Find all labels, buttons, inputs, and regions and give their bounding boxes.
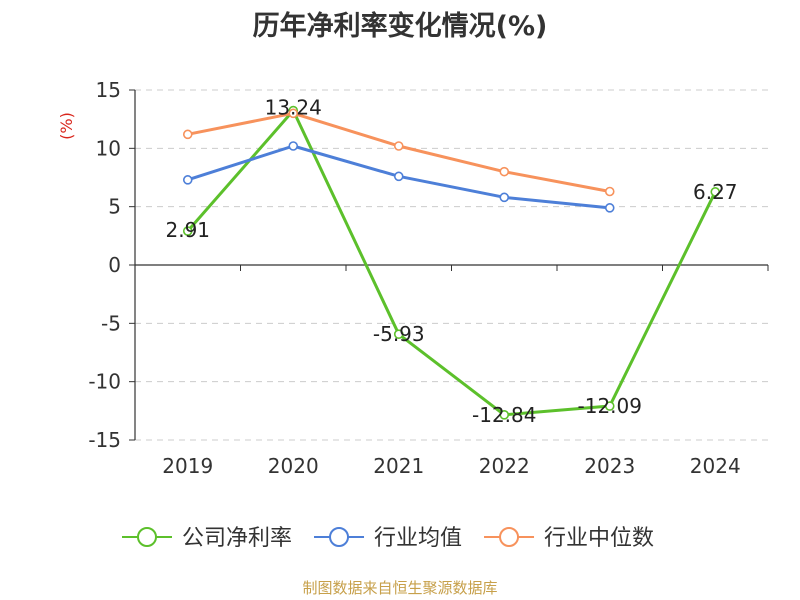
data-point (499, 192, 510, 203)
data-labels: 2.91 13.24 -5.93 -12.84 -12.09 6.27 (165, 96, 737, 427)
data-label: 13.24 (265, 96, 322, 120)
axes: -15 -10 -5 0 5 10 15 2019 2020 2021 2022 2023 2024 (88, 78, 769, 478)
data-point (182, 129, 193, 140)
data-label: -5.93 (373, 322, 425, 346)
y-tick-label: 5 (108, 195, 121, 219)
data-point (499, 409, 510, 420)
chart-title: 历年净利率变化情况(%) (252, 11, 548, 42)
source-note: 制图数据来自恒生聚源数据库 (302, 579, 498, 597)
data-point (182, 226, 193, 236)
data-point (288, 141, 299, 151)
data-point (182, 175, 193, 185)
y-tick-label: -10 (88, 370, 121, 394)
data-point (499, 166, 510, 177)
x-tick-label: 2021 (373, 454, 424, 478)
data-label: -12.84 (472, 403, 536, 427)
data-point (604, 186, 615, 197)
x-tick-label: 2019 (162, 454, 213, 478)
data-point (710, 187, 721, 197)
legend-marker (329, 527, 350, 547)
data-label: -12.09 (578, 394, 642, 418)
data-point (393, 141, 404, 151)
legend-label: 公司净利率 (182, 526, 292, 551)
y-axis-label: (%) (57, 112, 76, 140)
legend-marker (137, 527, 157, 547)
series-line-0 (186, 109, 717, 417)
y-tick-label: -5 (101, 311, 121, 335)
legend-marker (499, 527, 520, 547)
x-tick-label: 2022 (479, 454, 530, 478)
data-label: 2.91 (165, 218, 210, 242)
data-point (604, 203, 615, 213)
data-point (604, 401, 615, 411)
data-point (288, 108, 299, 119)
x-tick-label: 2024 (690, 454, 741, 478)
y-tick-label: 0 (108, 253, 121, 277)
y-tick-label: 10 (96, 136, 121, 160)
y-tick-label: 15 (96, 78, 121, 102)
y-tick-label: -15 (88, 428, 121, 452)
legend-label: 行业中位数 (544, 526, 654, 551)
x-tick-label: 2020 (268, 454, 319, 478)
data-point (393, 171, 404, 182)
data-label: 6.27 (693, 180, 738, 204)
data-point (393, 329, 404, 339)
x-tick-label: 2023 (584, 454, 635, 478)
series-lines (182, 105, 721, 420)
legend-label: 行业均值 (374, 526, 462, 551)
legend: 公司净利率 行业均值 行业中位数 (122, 526, 654, 551)
